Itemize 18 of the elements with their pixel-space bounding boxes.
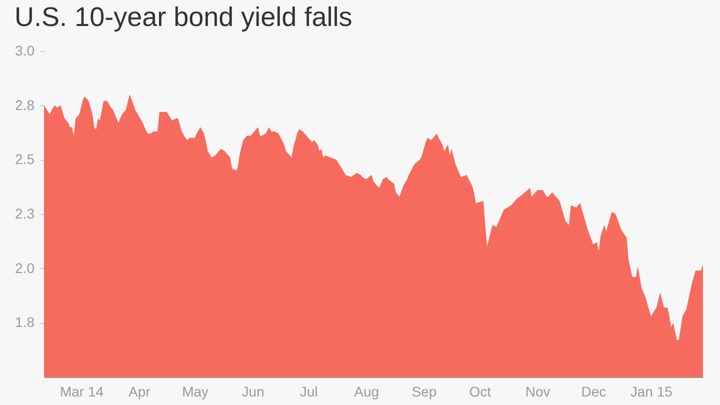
x-tick-label: Jul (300, 384, 318, 400)
x-tick-label: May (182, 384, 209, 400)
x-tick-label: Sep (412, 384, 437, 400)
x-tick-label: Apr (128, 384, 151, 400)
y-tick-label: 2.8 (15, 96, 35, 113)
chart-title: U.S. 10-year bond yield falls (14, 2, 352, 32)
y-tick-label: 2.5 (15, 151, 35, 168)
y-tick-label: 1.8 (15, 314, 35, 330)
x-tick-label: Jun (242, 384, 264, 400)
y-tick-label: 2.0 (15, 260, 35, 276)
y-tick-label: 2.3 (15, 206, 35, 222)
x-tick-label: Dec (581, 384, 606, 400)
x-tick-label: Nov (525, 384, 550, 400)
x-tick-label: Mar 14 (60, 384, 104, 400)
y-tick-label: 3.0 (15, 42, 35, 58)
x-tick-label: Aug (354, 384, 380, 400)
x-tick-label: Jan 15 (630, 384, 673, 400)
x-tick-label: Oct (469, 384, 492, 400)
